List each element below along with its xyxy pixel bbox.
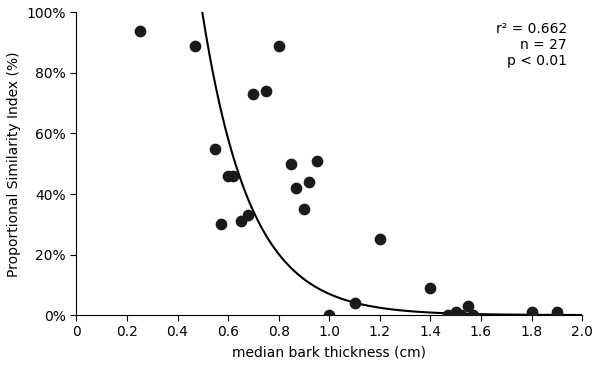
Point	[443, 312, 453, 318]
Text: r² = 0.662
n = 27
p < 0.01: r² = 0.662 n = 27 p < 0.01	[496, 22, 567, 68]
Point	[425, 285, 435, 291]
Point	[469, 312, 478, 318]
Point	[552, 309, 562, 315]
Point	[287, 161, 296, 167]
Point	[456, 312, 466, 318]
Point	[135, 28, 145, 34]
X-axis label: median bark thickness (cm): median bark thickness (cm)	[232, 345, 426, 359]
Point	[464, 303, 473, 309]
Point	[190, 43, 200, 49]
Point	[261, 88, 271, 94]
Point	[299, 206, 309, 212]
Point	[375, 236, 385, 242]
Point	[274, 43, 283, 49]
Point	[244, 212, 253, 218]
Y-axis label: Proportional Similarity Index (%): Proportional Similarity Index (%)	[7, 51, 21, 277]
Point	[312, 158, 322, 164]
Point	[229, 173, 238, 179]
Point	[236, 219, 245, 224]
Point	[527, 309, 536, 315]
Point	[223, 173, 233, 179]
Point	[248, 91, 258, 97]
Point	[304, 179, 314, 185]
Point	[211, 146, 220, 152]
Point	[292, 185, 301, 191]
Point	[451, 309, 460, 315]
Point	[350, 300, 359, 306]
Point	[216, 221, 226, 227]
Point	[325, 312, 334, 318]
